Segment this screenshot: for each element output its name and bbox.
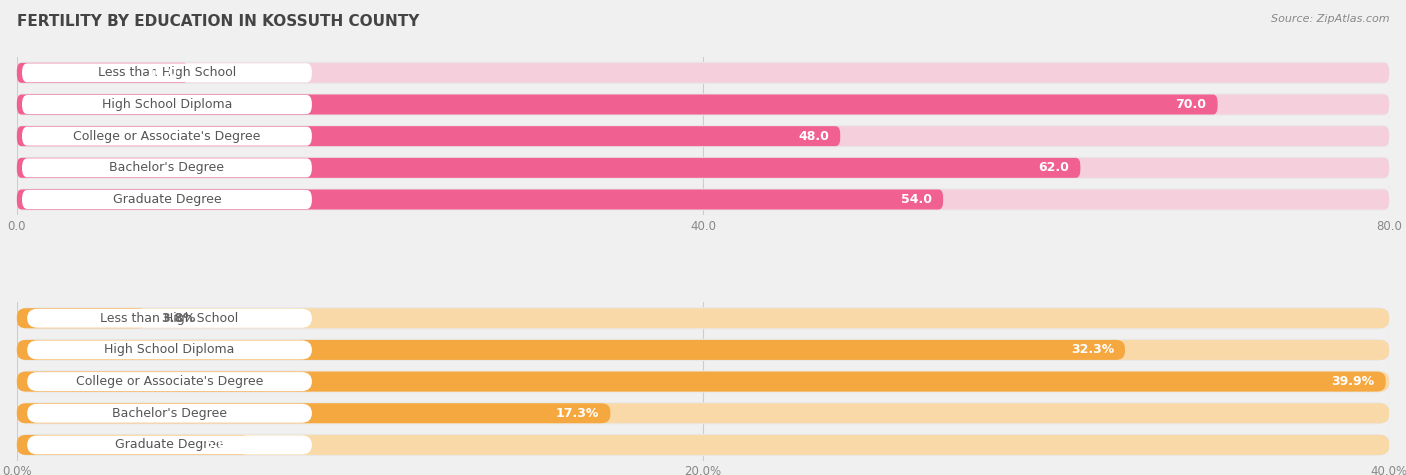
FancyBboxPatch shape [17, 435, 250, 455]
FancyBboxPatch shape [17, 340, 1389, 360]
Text: 62.0: 62.0 [1039, 162, 1070, 174]
FancyBboxPatch shape [17, 94, 1389, 115]
FancyBboxPatch shape [17, 402, 1389, 424]
FancyBboxPatch shape [27, 404, 312, 423]
FancyBboxPatch shape [27, 372, 312, 391]
Text: Graduate Degree: Graduate Degree [115, 438, 224, 451]
FancyBboxPatch shape [17, 370, 1389, 393]
FancyBboxPatch shape [17, 63, 188, 83]
Text: High School Diploma: High School Diploma [104, 343, 235, 356]
FancyBboxPatch shape [22, 190, 312, 209]
Text: FERTILITY BY EDUCATION IN KOSSUTH COUNTY: FERTILITY BY EDUCATION IN KOSSUTH COUNTY [17, 14, 419, 29]
FancyBboxPatch shape [22, 127, 312, 146]
Text: College or Associate's Degree: College or Associate's Degree [76, 375, 263, 388]
FancyBboxPatch shape [17, 308, 1389, 328]
Text: 70.0: 70.0 [1175, 98, 1206, 111]
FancyBboxPatch shape [27, 341, 312, 360]
Text: 39.9%: 39.9% [1331, 375, 1375, 388]
Text: High School Diploma: High School Diploma [101, 98, 232, 111]
FancyBboxPatch shape [17, 95, 1218, 114]
Text: Less than High School: Less than High School [98, 66, 236, 79]
FancyBboxPatch shape [17, 95, 1389, 114]
FancyBboxPatch shape [17, 62, 1389, 84]
FancyBboxPatch shape [17, 189, 1389, 210]
FancyBboxPatch shape [22, 95, 312, 114]
FancyBboxPatch shape [17, 190, 943, 209]
FancyBboxPatch shape [22, 63, 312, 82]
FancyBboxPatch shape [17, 126, 841, 146]
Text: Bachelor's Degree: Bachelor's Degree [110, 162, 225, 174]
FancyBboxPatch shape [17, 434, 1389, 456]
Text: 17.3%: 17.3% [555, 407, 599, 420]
Text: College or Associate's Degree: College or Associate's Degree [73, 130, 260, 142]
FancyBboxPatch shape [17, 63, 1389, 83]
FancyBboxPatch shape [17, 339, 1389, 361]
Text: Less than High School: Less than High School [100, 312, 239, 325]
FancyBboxPatch shape [17, 126, 1389, 146]
Text: 32.3%: 32.3% [1071, 343, 1114, 356]
Text: Bachelor's Degree: Bachelor's Degree [112, 407, 226, 420]
FancyBboxPatch shape [17, 435, 1389, 455]
FancyBboxPatch shape [17, 157, 1389, 179]
FancyBboxPatch shape [17, 371, 1389, 391]
FancyBboxPatch shape [17, 158, 1080, 178]
Text: 3.8%: 3.8% [160, 312, 195, 325]
Text: 54.0: 54.0 [901, 193, 932, 206]
FancyBboxPatch shape [17, 340, 1125, 360]
Text: 48.0: 48.0 [799, 130, 830, 142]
Text: Graduate Degree: Graduate Degree [112, 193, 221, 206]
FancyBboxPatch shape [17, 158, 1389, 178]
FancyBboxPatch shape [17, 371, 1386, 391]
FancyBboxPatch shape [22, 158, 312, 177]
FancyBboxPatch shape [17, 308, 148, 328]
Text: 6.8%: 6.8% [205, 438, 239, 451]
Text: 10.0: 10.0 [146, 66, 177, 79]
FancyBboxPatch shape [17, 190, 1389, 209]
FancyBboxPatch shape [17, 403, 610, 423]
FancyBboxPatch shape [17, 125, 1389, 147]
Text: Source: ZipAtlas.com: Source: ZipAtlas.com [1271, 14, 1389, 24]
FancyBboxPatch shape [27, 309, 312, 328]
FancyBboxPatch shape [17, 403, 1389, 423]
FancyBboxPatch shape [27, 436, 312, 455]
FancyBboxPatch shape [17, 307, 1389, 329]
